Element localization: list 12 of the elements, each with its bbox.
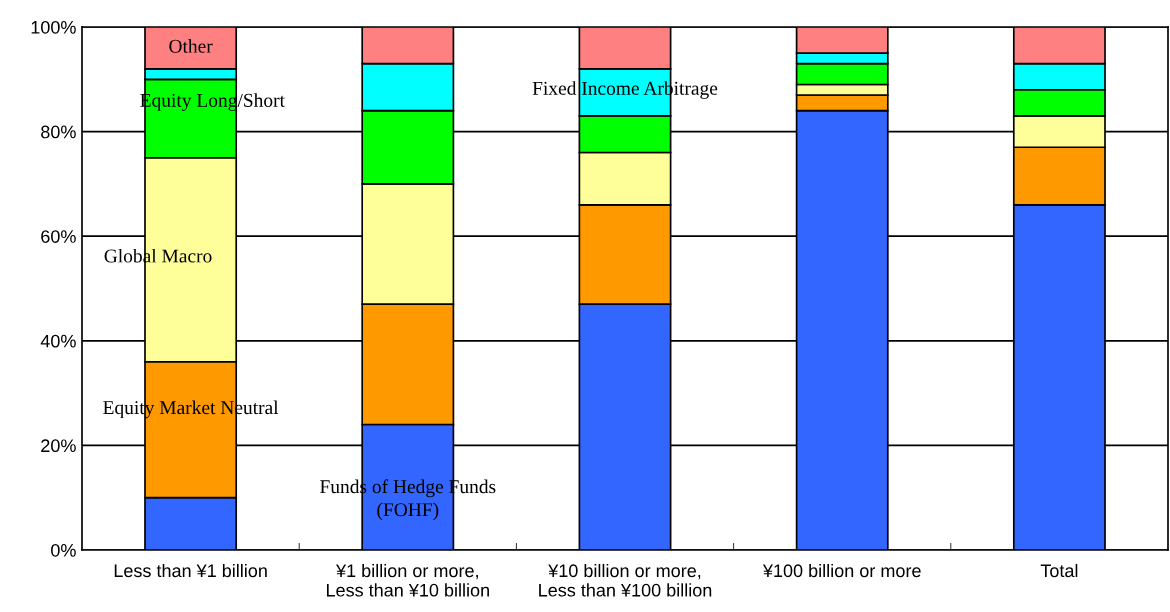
x-tick-label: ¥1 billion or more, Less than ¥10 billion	[326, 563, 489, 597]
x-tick-label: ¥10 billion or more, Less than ¥100 billion	[539, 563, 712, 597]
x-tick-label: ¥100 billion or more	[762, 563, 921, 578]
x-tick-label: Total	[1040, 563, 1078, 578]
x-tick-label: Less than ¥1 billion	[114, 563, 267, 578]
series-label: Other	[169, 39, 213, 53]
y-tick-label: 80%	[41, 125, 76, 139]
y-tick-label: 60%	[41, 230, 76, 243]
y-tick-label: 40%	[40, 334, 76, 348]
y-tick-label: 0%	[51, 543, 76, 557]
y-tick-label: 100%	[31, 20, 76, 34]
y-tick-label: 20%	[41, 439, 76, 453]
